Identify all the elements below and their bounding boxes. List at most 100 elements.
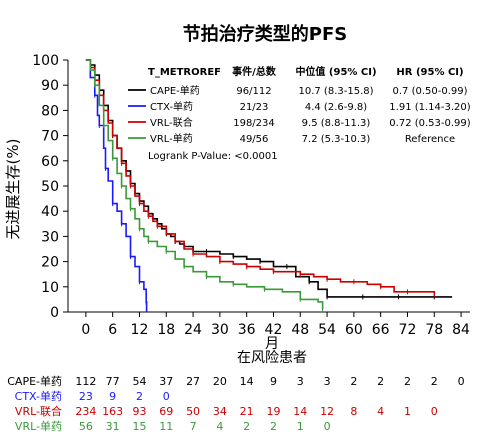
at-risk-count: 12 (320, 405, 334, 418)
at-risk-count: 11 (159, 420, 173, 433)
legend-cell-events: 49/56 (240, 134, 269, 145)
y-tick-label: 50 (41, 179, 59, 195)
y-tick-label: 70 (41, 129, 59, 145)
y-tick-label: 30 (41, 229, 59, 245)
at-risk-count: 21 (240, 405, 254, 418)
x-tick-label: 84 (452, 322, 470, 338)
at-risk-count: 234 (75, 405, 96, 418)
y-tick-label: 80 (41, 103, 59, 119)
at-risk-count: 7 (190, 420, 197, 433)
at-risk-count: 8 (350, 405, 357, 418)
legend-cell-hr: 0.7 (0.50-0.99) (392, 86, 467, 97)
x-tick-label: 0 (81, 322, 90, 338)
x-tick-label: 36 (238, 322, 256, 338)
at-risk-count: 19 (266, 405, 280, 418)
legend-cell-hr: Reference (405, 134, 455, 145)
at-risk-count: 56 (79, 420, 93, 433)
legend-cell-name: VRL-联合 (150, 116, 193, 129)
x-axis-label-top: 月 (265, 336, 279, 352)
at-risk-count: 2 (136, 390, 143, 403)
at-risk-count: 27 (186, 375, 200, 388)
x-axis-label-bottom: 在风险患者 (237, 350, 307, 366)
chart-title: 节拍治疗类型的PFS (183, 23, 347, 45)
logrank-text: Logrank P-Value: <0.0001 (148, 151, 278, 162)
at-risk-count: 31 (106, 420, 120, 433)
y-tick-label: 20 (41, 255, 59, 271)
legend-cell-median: 7.2 (5.3-10.3) (302, 134, 371, 145)
x-tick-label: 18 (157, 322, 175, 338)
x-tick-label: 30 (211, 322, 229, 338)
at-risk-count: 2 (377, 375, 384, 388)
at-risk-count: 112 (75, 375, 96, 388)
x-tick-label: 24 (184, 322, 202, 338)
at-risk-count: 2 (431, 375, 438, 388)
x-tick-label: 12 (131, 322, 149, 338)
y-tick-label: 100 (32, 53, 59, 69)
at-risk-row-label: CTX-单药 (15, 390, 62, 403)
legend-cell-name: VRL-单药 (150, 133, 193, 145)
at-risk-count: 2 (404, 375, 411, 388)
at-risk-count: 9 (270, 375, 277, 388)
at-risk-count: 0 (458, 375, 465, 388)
at-risk-count: 77 (106, 375, 120, 388)
at-risk-count: 2 (243, 420, 250, 433)
at-risk-count: 1 (404, 405, 411, 418)
y-tick-label: 10 (41, 280, 59, 296)
legend-cell-hr: 0.72 (0.53-0.99) (389, 118, 470, 129)
y-tick-label: 40 (41, 204, 59, 220)
x-tick-label: 6 (108, 322, 117, 338)
legend-cell-events: 198/234 (233, 118, 275, 129)
legend-cell-events: 21/23 (240, 102, 269, 113)
at-risk-count: 20 (213, 375, 227, 388)
legend-cell-name: CAPE-单药 (150, 85, 200, 97)
at-risk-count: 3 (324, 375, 331, 388)
at-risk-count: 37 (159, 375, 173, 388)
y-axis-label: 无进展生存(%) (4, 139, 22, 240)
legend-header: 事件/总数 (232, 65, 277, 78)
at-risk-row-label: VRL-单药 (15, 420, 62, 433)
x-tick-label: 72 (399, 322, 417, 338)
legend-cell-events: 96/112 (236, 86, 271, 97)
at-risk-row-label: CAPE-单药 (7, 375, 62, 388)
legend-cell-median: 4.4 (2.6-9.8) (305, 102, 367, 113)
legend-header: 中位值 (95% CI) (295, 65, 376, 78)
at-risk-count: 50 (186, 405, 200, 418)
x-tick-label: 42 (265, 322, 283, 338)
at-risk-count: 163 (102, 405, 123, 418)
at-risk-count: 34 (213, 405, 227, 418)
at-risk-count: 0 (324, 420, 331, 433)
y-tick-label: 90 (41, 78, 59, 94)
at-risk-count: 14 (240, 375, 254, 388)
at-risk-count: 14 (293, 405, 307, 418)
at-risk-count: 2 (270, 420, 277, 433)
at-risk-count: 1 (297, 420, 304, 433)
at-risk-count: 54 (132, 375, 146, 388)
x-tick-label: 54 (318, 322, 336, 338)
at-risk-count: 2 (350, 375, 357, 388)
at-risk-count: 69 (159, 405, 173, 418)
at-risk-count: 0 (431, 405, 438, 418)
legend-cell-name: CTX-单药 (150, 101, 193, 113)
legend-header: HR (95% CI) (396, 67, 463, 78)
legend-cell-median: 10.7 (8.3-15.8) (298, 86, 373, 97)
y-tick-label: 0 (50, 305, 59, 321)
x-tick-label: 66 (372, 322, 390, 338)
legend-cell-hr: 1.91 (1.14-3.20) (389, 102, 470, 113)
at-risk-count: 23 (79, 390, 93, 403)
legend-cell-median: 9.5 (8.8-11.3) (302, 118, 371, 129)
x-tick-label: 78 (425, 322, 443, 338)
km-curve-series-1 (85, 59, 148, 312)
at-risk-count: 15 (132, 420, 146, 433)
x-tick-label: 60 (345, 322, 363, 338)
legend-header: T_METROREF (148, 67, 221, 78)
at-risk-count: 4 (377, 405, 384, 418)
at-risk-count: 93 (132, 405, 146, 418)
at-risk-count: 4 (216, 420, 223, 433)
y-tick-label: 60 (41, 154, 59, 170)
at-risk-count: 3 (297, 375, 304, 388)
at-risk-count: 9 (109, 390, 116, 403)
x-tick-label: 48 (291, 322, 309, 338)
at-risk-row-label: VRL-联合 (15, 404, 62, 418)
at-risk-count: 0 (163, 390, 170, 403)
